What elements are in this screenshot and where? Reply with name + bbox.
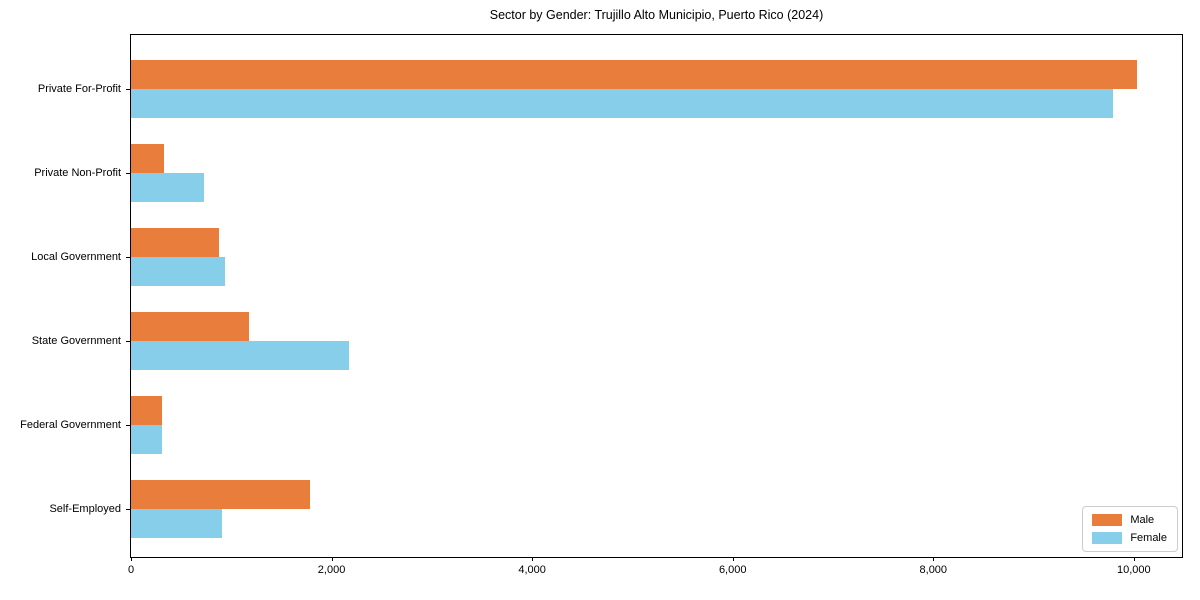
xtick-mark-10000	[1133, 557, 1135, 561]
ytick-label-state-government: State Government	[31, 335, 121, 347]
ytick-mark-federal-government	[126, 425, 131, 426]
bar-female-private-non-profit	[131, 173, 205, 202]
xtick-label-8000: 8,000	[919, 564, 948, 576]
bar-male-state-government	[131, 312, 250, 341]
ytick-label-private-for-profit: Private For-Profit	[37, 83, 121, 95]
legend-label-male: Male	[1130, 514, 1155, 526]
bar-male-local-government	[131, 228, 220, 257]
xtick-label-2000: 2,000	[317, 564, 346, 576]
ytick-mark-self-employed	[126, 509, 131, 510]
legend-label-female: Female	[1130, 532, 1167, 544]
ytick-mark-local-government	[126, 257, 131, 258]
ytick-label-federal-government: Federal Government	[20, 419, 121, 431]
xtick-label-4000: 4,000	[518, 564, 546, 576]
male-series-swatch	[1092, 514, 1123, 526]
bar-female-private-for-profit	[131, 89, 1113, 118]
bar-female-local-government	[131, 257, 226, 286]
bar-male-private-non-profit	[131, 144, 165, 173]
bar-male-self-employed	[131, 480, 310, 509]
ytick-mark-state-government	[126, 341, 131, 342]
female-series-swatch	[1092, 532, 1123, 544]
plot-area: Male Female Private For-Profit Private No…	[20, 34, 1183, 576]
legend-item-female: Female	[1092, 532, 1167, 544]
ytick-label-private-non-profit: Private Non-Profit	[34, 167, 121, 179]
xtick-mark-6000	[732, 557, 734, 561]
xtick-mark-8000	[933, 557, 935, 561]
xtick-mark-0	[131, 557, 132, 561]
legend: Male Female	[1082, 506, 1178, 552]
bar-male-private-for-profit	[131, 60, 1137, 89]
bar-male-federal-government	[131, 396, 163, 425]
ytick-mark-private-for-profit	[126, 89, 131, 90]
ytick-mark-private-non-profit	[126, 173, 131, 174]
legend-item-male: Male	[1092, 514, 1167, 526]
xtick-label-0: 0	[127, 564, 135, 576]
ytick-label-local-government: Local Government	[31, 251, 121, 263]
bar-female-self-employed	[131, 509, 223, 538]
xtick-label-10000: 10,000	[1117, 564, 1151, 576]
chart-title: Sector by Gender: Trujillo Alto Municipi…	[489, 8, 824, 22]
ytick-label-self-employed: Self-Employed	[49, 503, 121, 515]
xtick-mark-2000	[331, 557, 333, 561]
xtick-mark-4000	[532, 557, 534, 561]
xtick-label-6000: 6,000	[718, 564, 747, 576]
bar-female-federal-government	[131, 425, 162, 454]
bar-female-state-government	[131, 341, 349, 370]
